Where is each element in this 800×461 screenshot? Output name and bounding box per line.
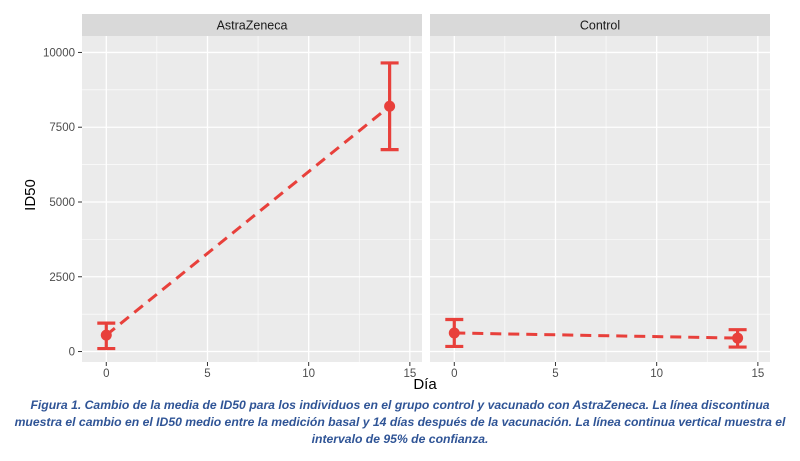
figure-caption: Figura 1. Cambio de la media de ID50 par… xyxy=(14,398,786,446)
data-point xyxy=(732,332,744,344)
strip-background xyxy=(430,14,770,36)
strip-label: AstraZeneca xyxy=(217,19,288,33)
x-tick-label: 10 xyxy=(650,368,663,380)
x-tick-label: 10 xyxy=(302,368,315,380)
panel-astrazeneca: AstraZeneca 0 5 10 15 xyxy=(82,14,422,380)
x-tick-label: 15 xyxy=(751,368,764,380)
y-tick-label: 7500 xyxy=(49,122,75,134)
y-axis-title: ID50 xyxy=(22,179,39,211)
strip-label: Control xyxy=(580,19,620,33)
panel-control: Control 0 5 10 15 xyxy=(430,14,770,380)
data-point xyxy=(384,100,396,112)
panel-background xyxy=(430,36,770,362)
y-tick-label: 10000 xyxy=(43,47,75,59)
y-tick-label: 2500 xyxy=(49,272,75,284)
x-tick-label: 5 xyxy=(552,368,558,380)
x-tick-label: 5 xyxy=(204,368,210,380)
mean-change-line xyxy=(105,105,391,337)
x-tick-label: 0 xyxy=(451,368,457,380)
faceted-chart: AstraZeneca 0 5 10 15 Control 0 5 10 15 0 2500 5000… xyxy=(22,14,770,393)
mean-change-line xyxy=(454,331,738,340)
x-tick-label: 0 xyxy=(103,368,109,380)
data-point xyxy=(100,329,112,341)
x-axis-title: Día xyxy=(413,376,437,393)
y-tick-label: 5000 xyxy=(49,197,75,209)
x-tick-label: 15 xyxy=(403,368,416,380)
y-tick-label: 0 xyxy=(69,347,75,359)
panel-background xyxy=(82,36,422,362)
data-point xyxy=(448,327,460,339)
strip-background xyxy=(82,14,422,36)
